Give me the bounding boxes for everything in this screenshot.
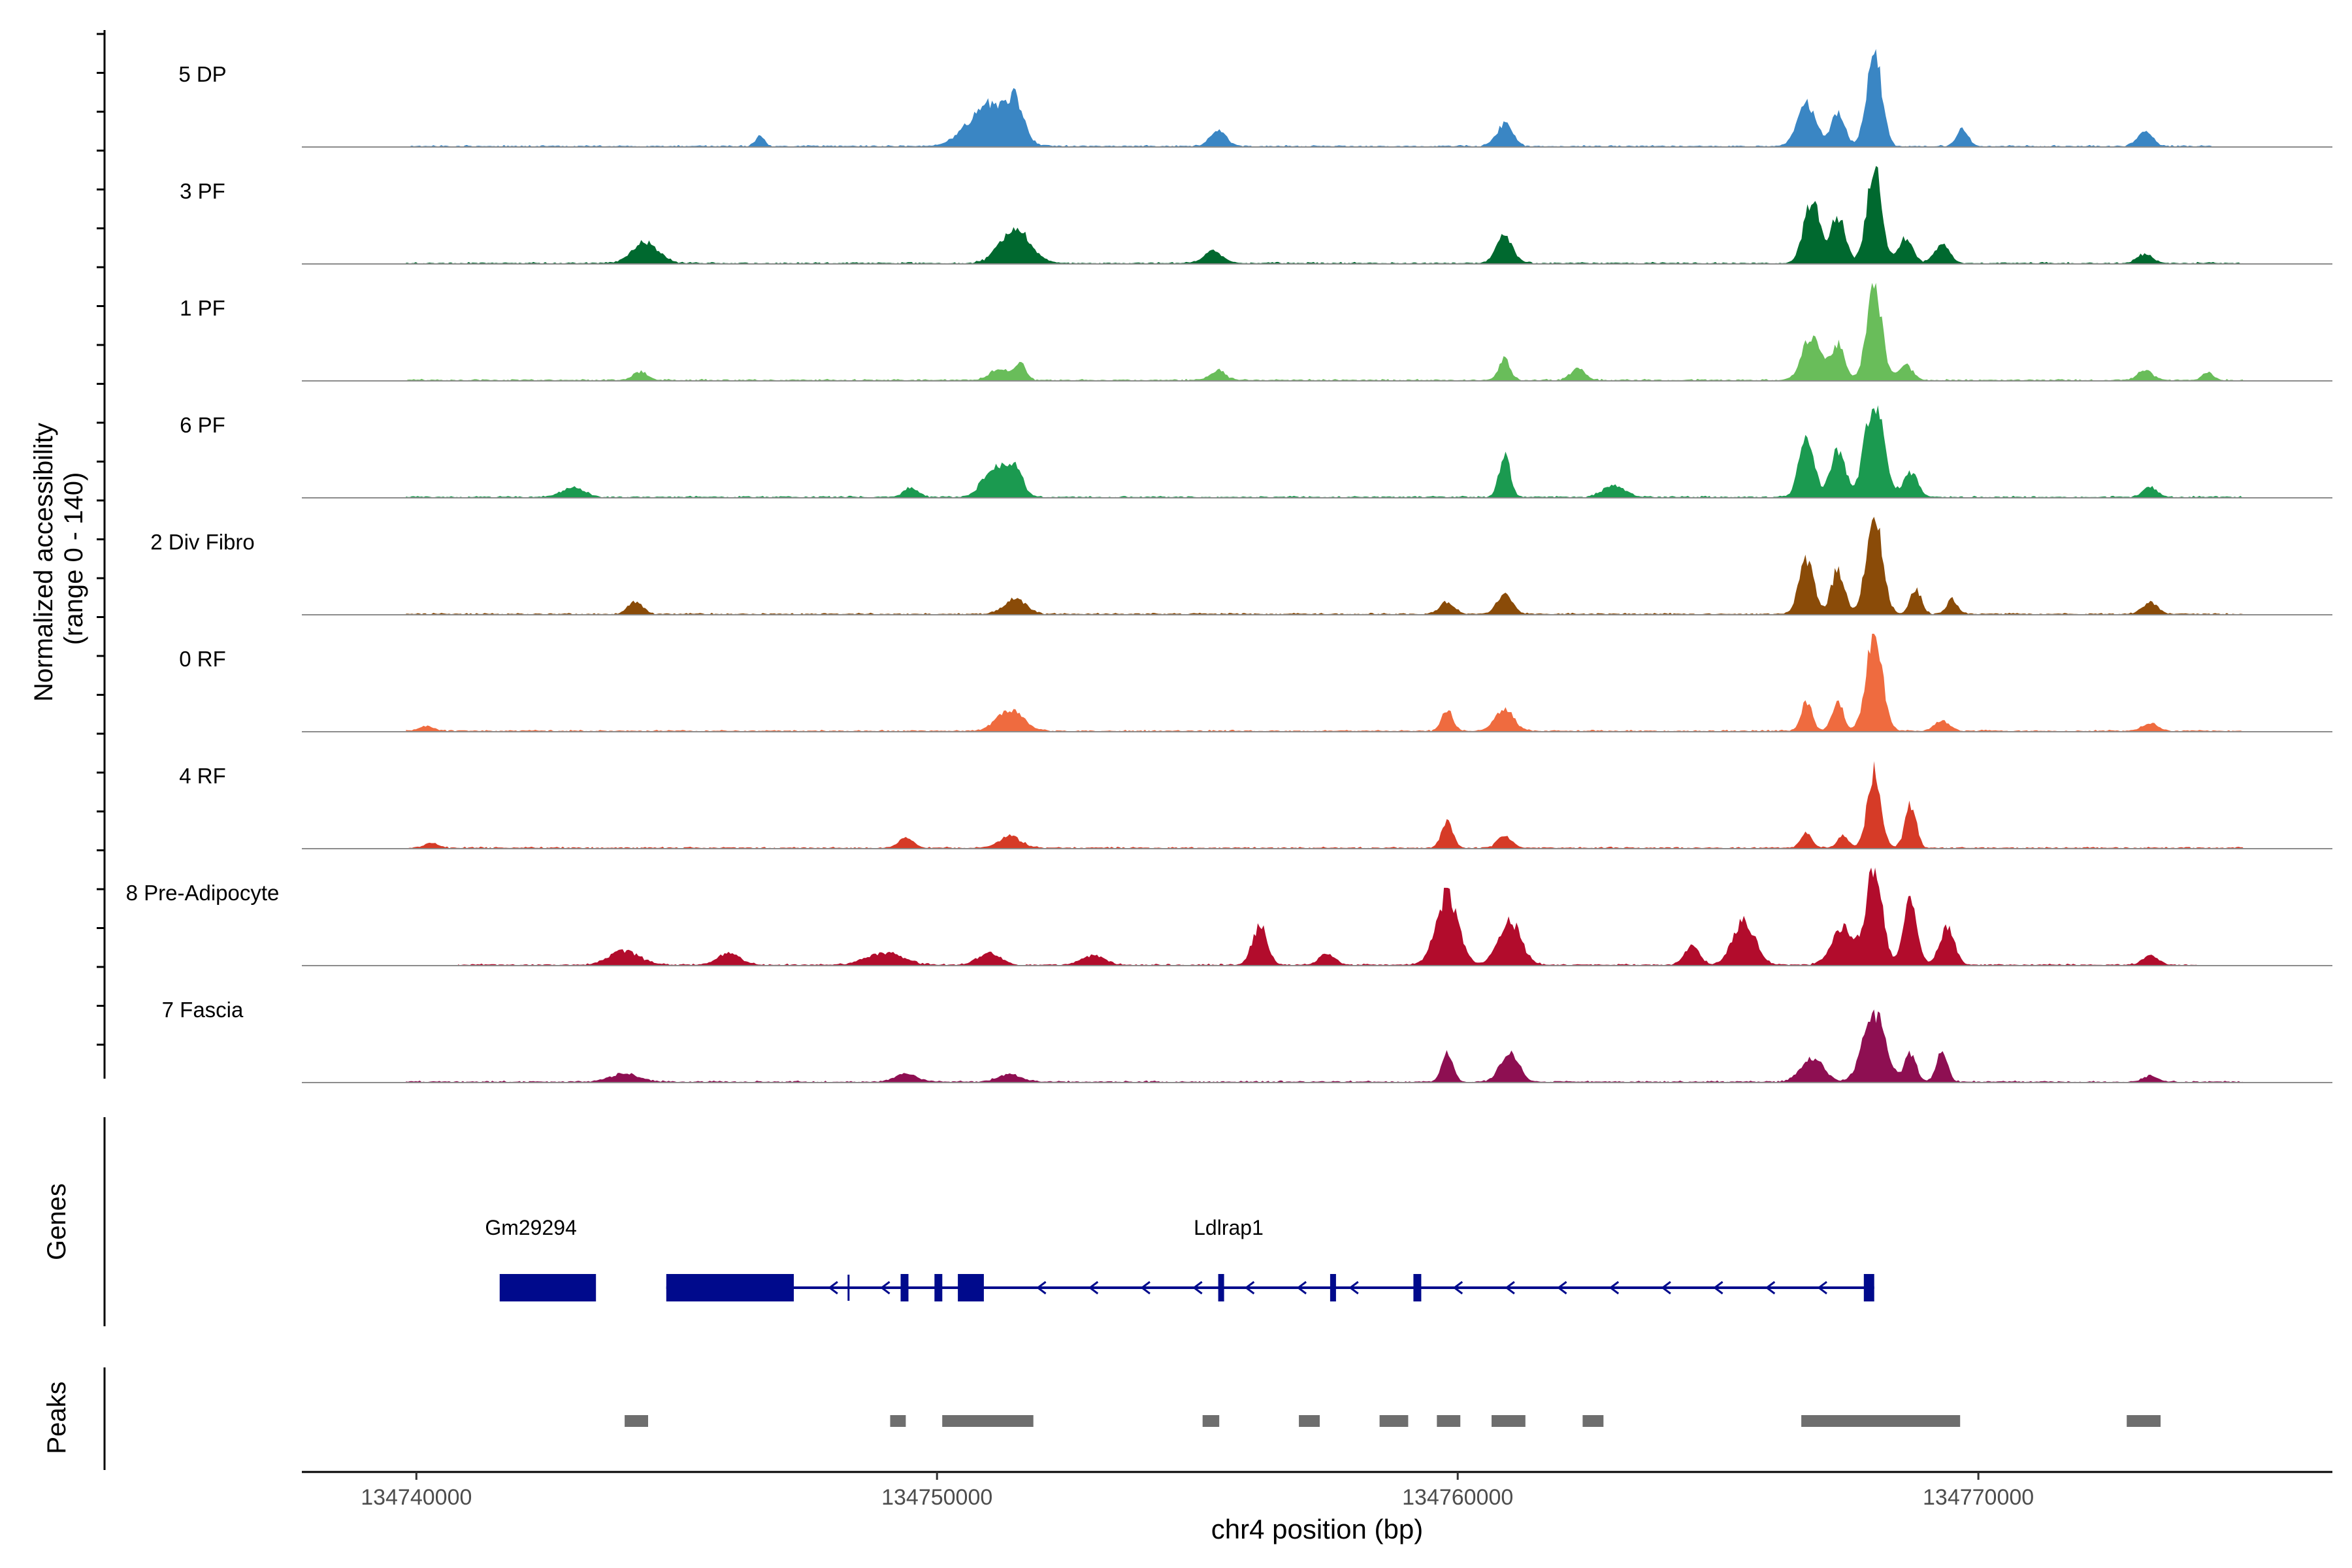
track-2-div-fibro: 2 Div Fibro <box>150 517 2332 615</box>
strand-arrow <box>1609 1281 1620 1295</box>
strand-arrow <box>880 1281 890 1295</box>
strand-arrow <box>1557 1281 1567 1295</box>
track-8-pre-adipocyte: 8 Pre-Adipocyte <box>126 868 2332 966</box>
peak-region <box>625 1415 648 1427</box>
strand-arrow <box>1713 1281 1723 1295</box>
gene-track: Gm29294 Ldlrap1 <box>485 1216 1874 1301</box>
exon <box>666 1274 794 1301</box>
coverage-area <box>406 517 2244 615</box>
peak-region <box>1202 1415 1220 1427</box>
track-label: 6 PF <box>180 413 225 437</box>
peak-region <box>942 1415 1034 1427</box>
strand-arrow <box>1192 1281 1203 1295</box>
track-label: 1 PF <box>180 296 225 320</box>
x-tick-label: 134770000 <box>1923 1485 2034 1510</box>
track-label: 2 Div Fibro <box>150 530 255 554</box>
peak-track <box>625 1415 2161 1427</box>
coverage-area <box>406 1009 2244 1083</box>
x-tick-label: 134740000 <box>361 1485 472 1510</box>
coverage-area <box>406 49 2213 147</box>
track-label: 0 RF <box>179 647 226 671</box>
coverage-area <box>406 405 2244 498</box>
strand-arrow <box>1452 1281 1463 1295</box>
track-1-pf: 1 PF <box>180 283 2332 382</box>
peak-region <box>1437 1415 1461 1427</box>
gene-label: Ldlrap1 <box>1194 1216 1264 1239</box>
gene-label: Gm29294 <box>485 1216 577 1239</box>
coverage-area <box>406 761 2244 849</box>
strand-arrow <box>1140 1281 1151 1295</box>
exon <box>499 1274 596 1301</box>
strand-arrow <box>828 1281 838 1295</box>
track-7-fascia: 7 Fascia <box>162 998 2332 1083</box>
exon <box>1330 1274 1336 1301</box>
exon <box>958 1274 984 1301</box>
exon <box>1218 1274 1224 1301</box>
peak-region <box>1582 1415 1604 1427</box>
peak-region <box>1492 1415 1526 1427</box>
y-axis-title-line2: (range 0 - 140) <box>59 472 88 645</box>
peak-region <box>890 1415 906 1427</box>
track-label: 4 RF <box>179 764 226 788</box>
strand-arrow <box>1296 1281 1307 1295</box>
strand-arrow <box>1088 1281 1099 1295</box>
strand-arrow <box>1817 1281 1827 1295</box>
coverage-area <box>406 166 2244 264</box>
gene-ldlrap1: Ldlrap1 <box>666 1216 1874 1301</box>
exon <box>1413 1274 1422 1301</box>
exon <box>1863 1274 1874 1301</box>
x-axis: 134740000 134750000 134760000 134770000 <box>361 1472 2034 1510</box>
coverage-area <box>406 283 2244 381</box>
x-tick-label: 134760000 <box>1402 1485 1513 1510</box>
gene-gm29294: Gm29294 <box>485 1216 596 1301</box>
track-label: 7 Fascia <box>162 998 244 1022</box>
coverage-area <box>406 634 2244 732</box>
genes-panel-title: Genes <box>42 1183 71 1260</box>
track-6-pf: 6 PF <box>180 405 2332 498</box>
strand-arrow <box>1765 1281 1776 1295</box>
strand-arrow <box>1505 1281 1515 1295</box>
strand-arrow <box>1036 1281 1047 1295</box>
track-label: 5 DP <box>178 62 226 86</box>
peak-region <box>2127 1415 2161 1427</box>
x-axis-title: chr4 position (bp) <box>1211 1514 1424 1544</box>
track-label: 3 PF <box>180 179 225 203</box>
peak-region <box>1801 1415 1961 1427</box>
coverage-area <box>458 868 2197 966</box>
peak-region <box>1379 1415 1409 1427</box>
peaks-panel-title: Peaks <box>42 1381 71 1454</box>
track-4-rf: 4 RF <box>179 761 2332 849</box>
coverage-tracks: 5 DP 3 PF 1 PF 6 PF 2 Div Fibro 0 RF 4 RF 8 Pre… <box>126 49 2332 1083</box>
coverage-y-ticks <box>97 33 105 1046</box>
x-tick-label: 134750000 <box>881 1485 992 1510</box>
strand-arrow <box>1244 1281 1255 1295</box>
exon <box>934 1274 943 1301</box>
y-axis-title: Normalized accessibility (range 0 - 140) <box>29 416 88 702</box>
y-axis-title-line1: Normalized accessibility <box>29 423 58 702</box>
exon <box>900 1274 909 1301</box>
strand-arrow <box>1348 1281 1359 1295</box>
track-5-dp: 5 DP <box>178 49 2332 148</box>
track-label: 8 Pre-Adipocyte <box>126 881 280 905</box>
strand-arrow <box>1661 1281 1671 1295</box>
peak-region <box>1299 1415 1320 1427</box>
track-3-pf: 3 PF <box>180 166 2332 265</box>
track-0-rf: 0 RF <box>179 634 2332 732</box>
